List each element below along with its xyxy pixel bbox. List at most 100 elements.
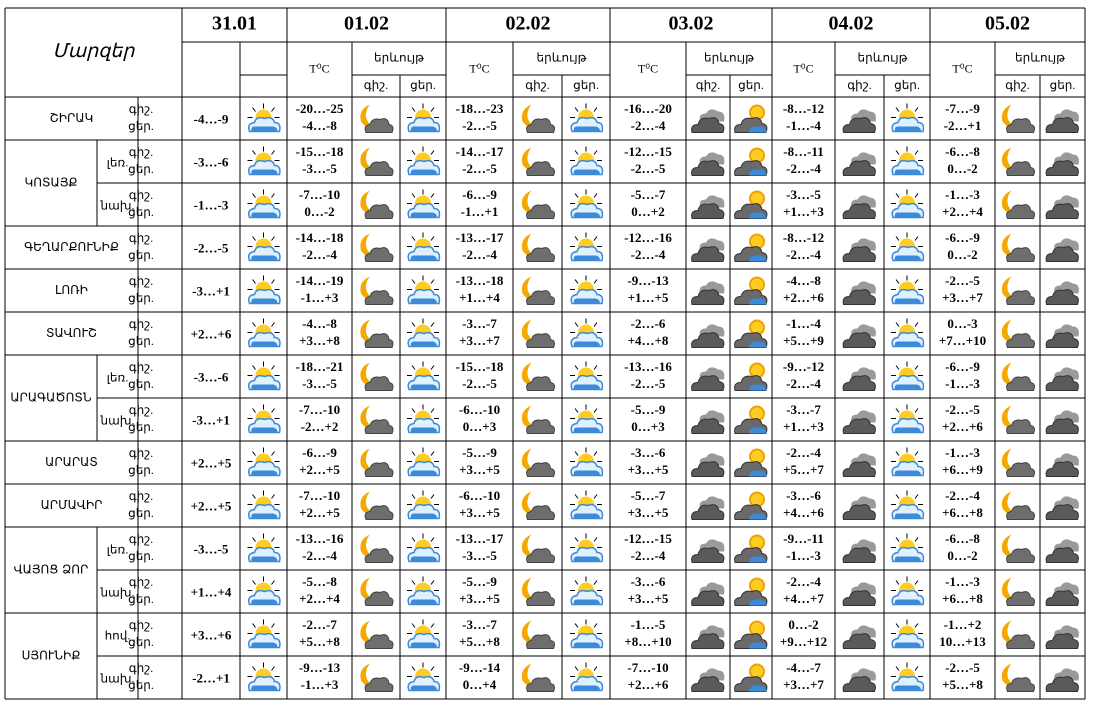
temperature-day: +3…+7 bbox=[459, 333, 500, 348]
weather-icon bbox=[246, 446, 281, 477]
temperature-day: 0…+3 bbox=[631, 419, 665, 434]
temperature-day: +2…+6 bbox=[783, 290, 824, 305]
weather-icon bbox=[842, 452, 877, 477]
weather-icon bbox=[246, 661, 281, 692]
weather-icon bbox=[733, 104, 768, 134]
temperature-day: +4…+7 bbox=[783, 591, 824, 606]
weather-icon bbox=[691, 280, 725, 305]
temperature-day: -2…-4 bbox=[462, 247, 497, 262]
temperature-day: -2…-5 bbox=[631, 376, 666, 391]
weather-icon bbox=[406, 532, 441, 563]
weather-icon bbox=[521, 620, 555, 649]
weather-icon bbox=[691, 667, 725, 692]
weather-icon bbox=[1045, 366, 1080, 391]
weather-icon bbox=[1001, 620, 1035, 649]
weather-icon bbox=[1001, 577, 1035, 606]
weather-icon bbox=[1001, 233, 1035, 262]
temperature-night: -12…-16 bbox=[624, 230, 672, 245]
weather-icon bbox=[1045, 538, 1080, 563]
temperature-day: -2…+2 bbox=[301, 419, 339, 434]
zone-name: լեռ. bbox=[107, 155, 129, 169]
temperature-day: -2…-5 bbox=[462, 376, 497, 391]
weather-icon bbox=[1045, 624, 1080, 649]
temperature-night: -6…-10 bbox=[459, 402, 500, 417]
weather-icon bbox=[842, 538, 877, 563]
night-header: գիշ. bbox=[1005, 78, 1029, 92]
temperature-night: -7…-10 bbox=[299, 402, 340, 417]
temperature-day: +2…+6 bbox=[628, 677, 669, 692]
weather-icon bbox=[569, 403, 604, 434]
weather-icon bbox=[406, 446, 441, 477]
weather-icon bbox=[246, 403, 281, 434]
weather-icon bbox=[1001, 534, 1035, 563]
weather-icon bbox=[691, 495, 725, 520]
period-label: ցեր. bbox=[128, 119, 154, 133]
date-header: 04.02 bbox=[829, 13, 874, 35]
region-name: ԱՐՄԱՎԻՐ bbox=[41, 498, 103, 512]
temperature-day: +5…+7 bbox=[783, 462, 824, 477]
temperature-night: -7…-10 bbox=[299, 187, 340, 202]
weather-icon bbox=[1045, 581, 1080, 606]
weather-icon bbox=[1001, 319, 1035, 348]
period-label: ցեր. bbox=[128, 420, 154, 434]
weather-icon bbox=[1001, 190, 1035, 219]
period-label: ցեր. bbox=[128, 592, 154, 606]
weather-icon bbox=[359, 233, 394, 262]
temperature-night: -2…-4 bbox=[945, 488, 980, 503]
weather-icon bbox=[359, 104, 394, 133]
date-header: 31.01 bbox=[212, 13, 257, 35]
weather-icon bbox=[569, 274, 604, 305]
weather-icon bbox=[569, 661, 604, 692]
weather-icon bbox=[246, 145, 281, 176]
temperature: -3…+1 bbox=[192, 412, 230, 427]
temperature-day: +5…+8 bbox=[459, 634, 500, 649]
temperature-night: -2…-5 bbox=[945, 402, 980, 417]
weather-icon bbox=[569, 360, 604, 391]
weather-icon bbox=[1045, 667, 1080, 692]
temperature-night: -2…-4 bbox=[786, 574, 821, 589]
temperature-day: +5…+9 bbox=[783, 333, 824, 348]
weather-icon bbox=[842, 495, 877, 520]
weather-icon bbox=[521, 448, 555, 477]
temperature-night: -3…-7 bbox=[786, 402, 821, 417]
period-label: ցեր. bbox=[128, 506, 154, 520]
weather-icon bbox=[569, 231, 604, 262]
weather-icon bbox=[733, 319, 768, 349]
period-label: ցեր. bbox=[128, 678, 154, 692]
temperature: +2…+5 bbox=[191, 498, 232, 513]
weather-icon bbox=[733, 147, 768, 177]
period-label: գիշ. bbox=[129, 446, 153, 460]
temperature-night: -14…-18 bbox=[296, 230, 344, 245]
day-header: ցեր. bbox=[573, 78, 599, 92]
temperature-night: -18…-21 bbox=[296, 359, 344, 374]
temperature-day: -3…-5 bbox=[462, 548, 497, 563]
weather-icon bbox=[890, 403, 925, 434]
region-name: ԱՐԱԳԱԾՈՏՆ bbox=[10, 391, 92, 405]
temperature-night: -16…-20 bbox=[624, 101, 672, 116]
temperature-night: -1…-3 bbox=[945, 574, 980, 589]
night-header: գիշ. bbox=[364, 78, 388, 92]
weather-icon bbox=[890, 360, 925, 391]
temperature-night: -5…-8 bbox=[302, 574, 337, 589]
temperature-day: +8…+10 bbox=[624, 634, 671, 649]
weather-icon bbox=[406, 317, 441, 348]
temperature-night: -1…+2 bbox=[944, 617, 982, 632]
weather-icon bbox=[691, 194, 725, 219]
temperature-day: +1…+3 bbox=[783, 204, 824, 219]
weather-icon bbox=[521, 147, 555, 176]
temperature-night: -13…-17 bbox=[456, 531, 504, 546]
temperature-night: -6…-9 bbox=[302, 445, 337, 460]
weather-icon bbox=[733, 405, 768, 435]
temperature-night: 0…-3 bbox=[947, 316, 978, 331]
weather-icon bbox=[569, 145, 604, 176]
temperature-day: -2…-4 bbox=[786, 247, 821, 262]
temperature-night: -3…-7 bbox=[462, 617, 497, 632]
temperature-day: +2…+5 bbox=[299, 462, 340, 477]
temperature-day: +2…+4 bbox=[942, 204, 983, 219]
temperature-day: +3…+5 bbox=[628, 505, 669, 520]
weather-icon bbox=[246, 231, 281, 262]
temperature: +1…+4 bbox=[191, 584, 232, 599]
night-header: գիշ. bbox=[525, 78, 549, 92]
temperature-day: +2…+5 bbox=[299, 505, 340, 520]
temperature-night: -14…-17 bbox=[456, 144, 504, 159]
